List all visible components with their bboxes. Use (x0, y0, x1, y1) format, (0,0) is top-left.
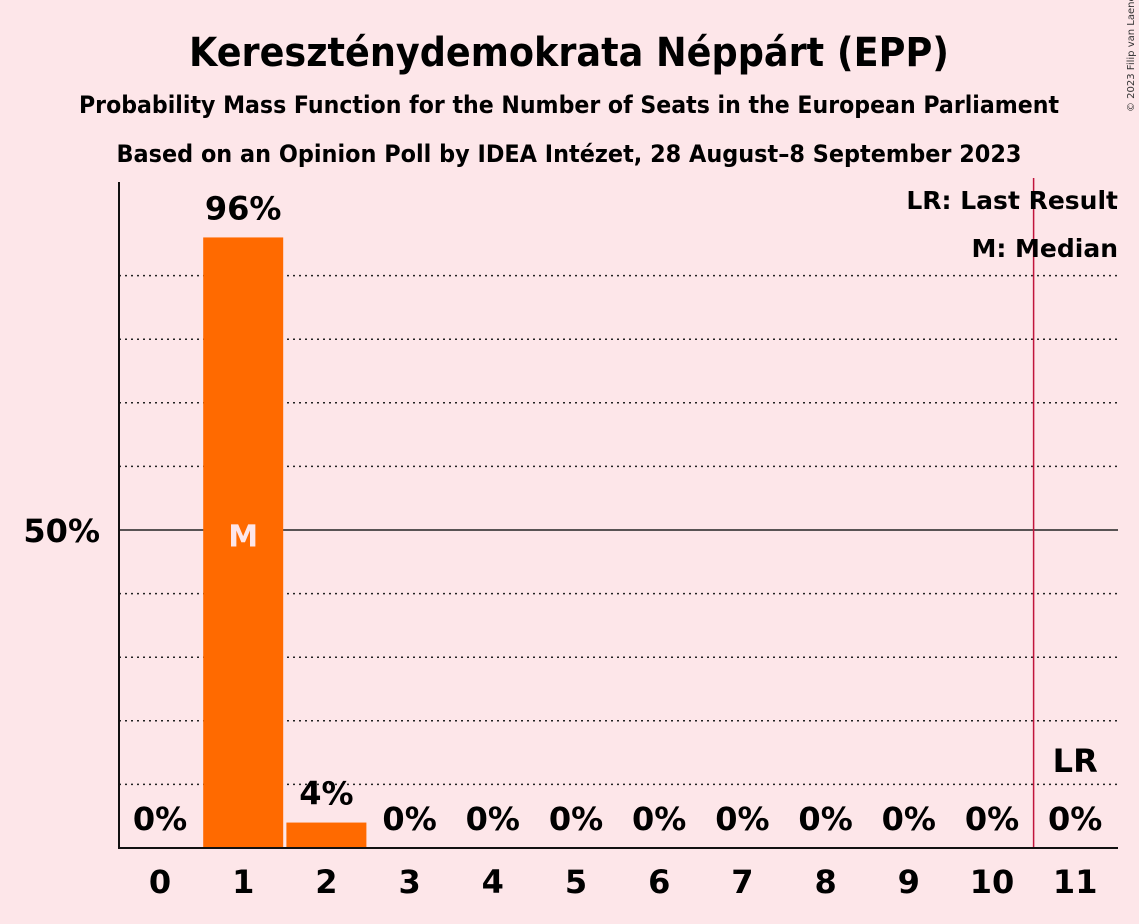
value-label-4: 0% (466, 800, 520, 838)
legend-median: M: Median (971, 234, 1118, 263)
chart-subtitle: Probability Mass Function for the Number… (79, 91, 1059, 119)
value-label-3: 0% (382, 800, 436, 838)
last-result-label: LR (1053, 742, 1098, 780)
copyright-notice: © 2023 Filip van Laenen (1126, 0, 1137, 112)
bar-2 (286, 822, 367, 848)
x-tick-label-7: 7 (731, 863, 753, 901)
value-label-5: 0% (549, 800, 603, 838)
value-label-10: 0% (965, 800, 1019, 838)
value-label-7: 0% (715, 800, 769, 838)
x-tick-label-9: 9 (898, 863, 920, 901)
value-label-8: 0% (798, 800, 852, 838)
x-tick-label-5: 5 (565, 863, 587, 901)
x-tick-label-1: 1 (232, 863, 254, 901)
bars (203, 237, 367, 848)
x-tick-label-0: 0 (149, 863, 171, 901)
annotations: 0% 96% 4% 0% 0% 0% 0% 0% 0% 0% 0% 0% M LR (133, 178, 1102, 848)
median-marker: M (228, 520, 258, 555)
gridlines (119, 274, 1118, 786)
value-label-0: 0% (133, 800, 187, 838)
value-label-9: 0% (882, 800, 936, 838)
value-label-2: 4% (299, 775, 353, 813)
value-label-6: 0% (632, 800, 686, 838)
x-tick-label-11: 11 (1053, 863, 1098, 901)
x-tick-label-2: 2 (315, 863, 337, 901)
chart-title: Kereszténydemokrata Néppárt (EPP) (189, 30, 949, 76)
bar-1 (203, 237, 284, 848)
value-label-1: 96% (205, 189, 282, 227)
x-tick-label-10: 10 (970, 863, 1015, 901)
x-tick-label-8: 8 (814, 863, 836, 901)
value-label-11: 0% (1048, 800, 1102, 838)
x-tick-label-4: 4 (482, 863, 504, 901)
y-tick-label-50: 50% (23, 512, 100, 550)
x-tick-label-6: 6 (648, 863, 670, 901)
axes: 50% 0 1 2 3 4 5 6 7 8 9 10 11 (23, 182, 1118, 901)
legend-last-result: LR: Last Result (906, 186, 1118, 215)
x-tick-label-3: 3 (398, 863, 420, 901)
chart-subtitle-poll: Based on an Opinion Poll by IDEA Intézet… (117, 140, 1022, 168)
